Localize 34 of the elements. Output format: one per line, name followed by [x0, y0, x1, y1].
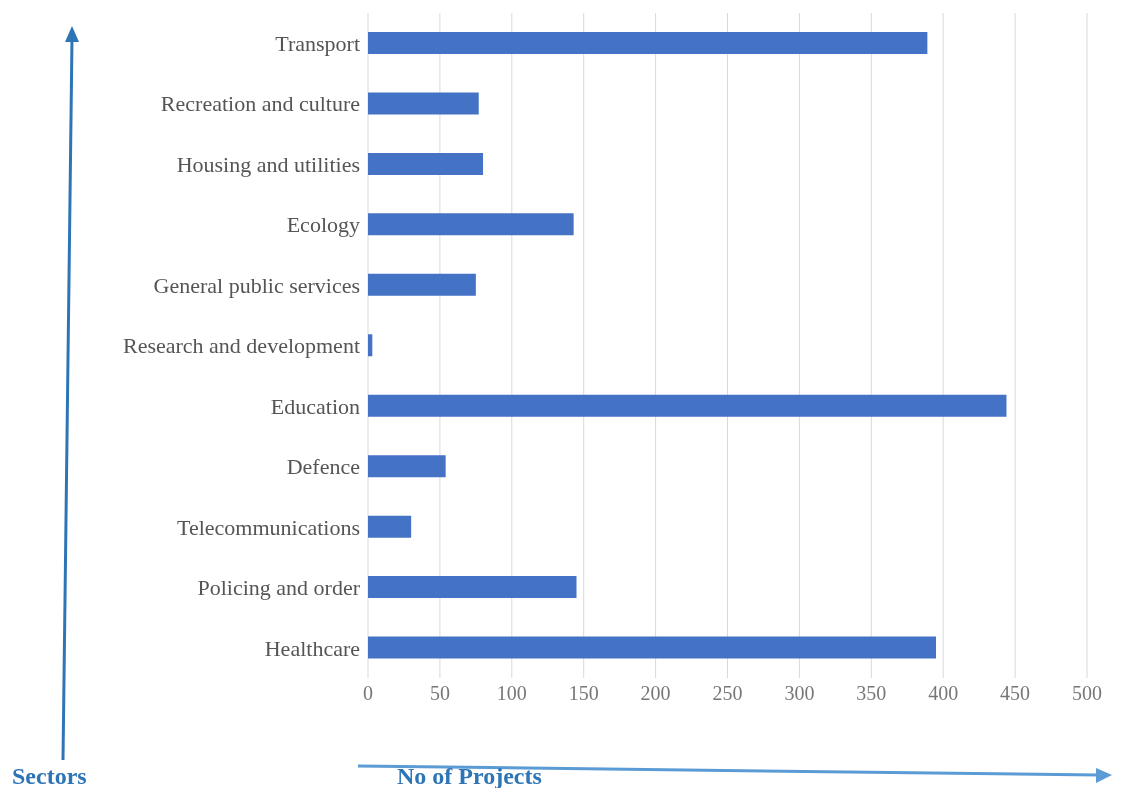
x-tick-label: 100	[496, 682, 527, 705]
y-tick-label: Housing and utilities	[176, 151, 360, 177]
bar	[368, 515, 412, 538]
x-tick-label: 200	[640, 682, 671, 705]
x-tick-label: 400	[928, 682, 959, 705]
y-tick-label: Healthcare	[264, 635, 360, 661]
y-tick-label: Telecommunications	[177, 514, 360, 540]
x-tick-label: 300	[784, 682, 815, 705]
y-tick-label: Recreation and culture	[160, 91, 360, 117]
y-tick-label: Policing and order	[197, 575, 361, 601]
bar	[368, 152, 484, 175]
x-tick-label: 350	[856, 682, 887, 705]
bar	[368, 213, 574, 236]
bar	[368, 636, 937, 659]
bar	[368, 394, 1007, 417]
x-tick-label: 0	[363, 682, 373, 705]
x-tick-label: 500	[1072, 682, 1102, 705]
x-tick-label: 150	[568, 682, 599, 705]
bar	[368, 273, 476, 296]
x-tick-label: 450	[1000, 682, 1031, 705]
y-tick-label: Ecology	[286, 212, 360, 238]
y-tick-label: Defence	[286, 454, 360, 480]
bar	[368, 334, 373, 357]
y-tick-label: Education	[270, 393, 360, 419]
bar	[368, 92, 479, 115]
y-tick-label: Research and development	[122, 333, 360, 359]
bar	[368, 455, 446, 478]
x-tick-label: 250	[712, 682, 743, 705]
y-axis-title: Sectors	[12, 763, 87, 789]
y-tick-label: General public services	[153, 272, 360, 298]
y-tick-label: Transport	[275, 31, 360, 57]
bar	[368, 576, 577, 599]
bar	[368, 32, 928, 54]
x-tick-label: 50	[429, 682, 450, 705]
